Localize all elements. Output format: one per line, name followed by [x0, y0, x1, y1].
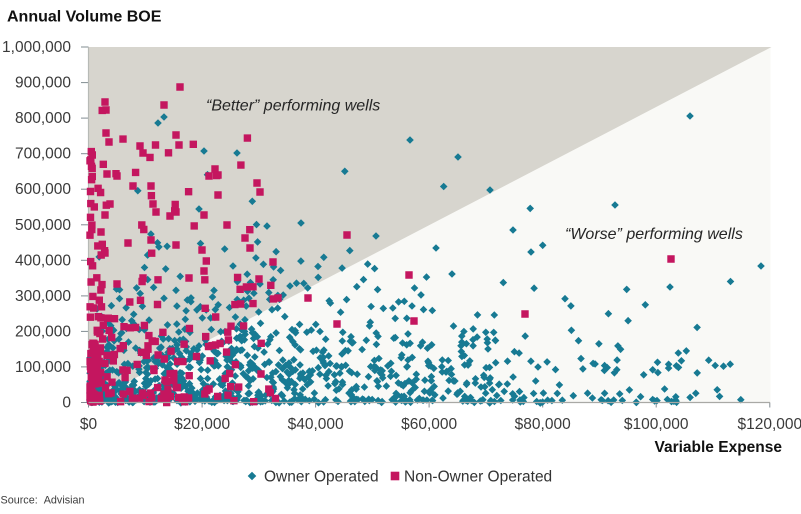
svg-text:Variable Expense: Variable Expense: [654, 439, 782, 456]
svg-text:$120,000: $120,000: [737, 416, 801, 433]
svg-text:Owner Operated: Owner Operated: [264, 469, 379, 486]
svg-text:100,000: 100,000: [15, 359, 71, 376]
svg-text:300,000: 300,000: [15, 288, 71, 305]
svg-text:Non-Owner Operated: Non-Owner Operated: [404, 469, 552, 486]
svg-text:“Better” performing wells: “Better” performing wells: [206, 98, 380, 115]
svg-text:$20,000: $20,000: [174, 416, 230, 433]
svg-text:$80,000: $80,000: [515, 416, 571, 433]
svg-text:200,000: 200,000: [15, 323, 71, 340]
svg-text:400,000: 400,000: [15, 252, 71, 269]
svg-text:“Worse” performing wells: “Worse” performing wells: [565, 226, 743, 243]
svg-text:$40,000: $40,000: [288, 416, 344, 433]
svg-text:700,000: 700,000: [15, 146, 71, 163]
svg-text:$0: $0: [80, 416, 98, 433]
svg-text:Source: Advisian: Source: Advisian: [1, 495, 85, 507]
svg-text:1,000,000: 1,000,000: [2, 39, 71, 56]
svg-text:$60,000: $60,000: [401, 416, 457, 433]
svg-text:800,000: 800,000: [15, 110, 71, 127]
svg-text:900,000: 900,000: [15, 75, 71, 92]
svg-text:600,000: 600,000: [15, 181, 71, 198]
svg-text:0: 0: [62, 395, 71, 412]
svg-text:$100,000: $100,000: [624, 416, 689, 433]
svg-text:500,000: 500,000: [15, 217, 71, 234]
svg-text:Annual Volume BOE: Annual Volume BOE: [7, 9, 162, 26]
